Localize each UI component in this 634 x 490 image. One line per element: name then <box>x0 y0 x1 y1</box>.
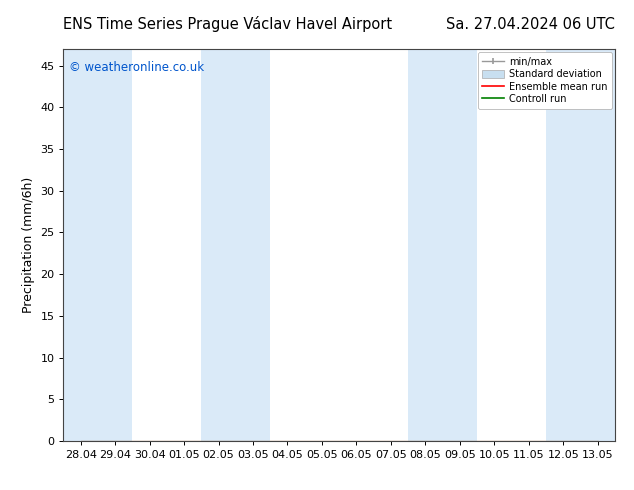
Legend: min/max, Standard deviation, Ensemble mean run, Controll run: min/max, Standard deviation, Ensemble me… <box>477 52 612 109</box>
Bar <box>408 49 477 441</box>
Text: Sa. 27.04.2024 06 UTC: Sa. 27.04.2024 06 UTC <box>446 17 615 32</box>
Bar <box>546 49 615 441</box>
Bar <box>63 49 133 441</box>
Y-axis label: Precipitation (mm/6h): Precipitation (mm/6h) <box>22 177 35 313</box>
Bar <box>202 49 270 441</box>
Text: © weatheronline.co.uk: © weatheronline.co.uk <box>69 61 204 74</box>
Text: ENS Time Series Prague Václav Havel Airport: ENS Time Series Prague Václav Havel Airp… <box>63 16 392 32</box>
